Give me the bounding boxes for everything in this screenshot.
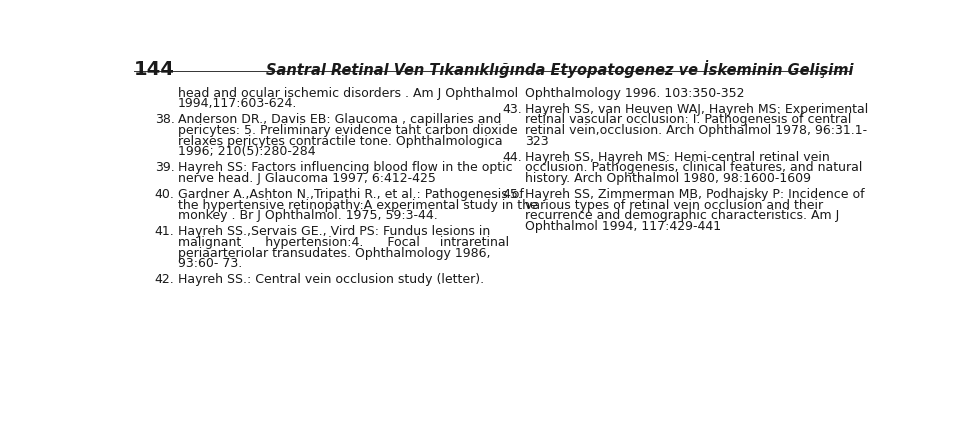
Text: head and ocular ischemic disorders . Am J Ophthalmol: head and ocular ischemic disorders . Am … (178, 87, 518, 100)
Text: occlusion. Pathogenesis, clinical features, and natural: occlusion. Pathogenesis, clinical featur… (526, 161, 862, 174)
Text: Hayreh SS, Hayreh MS: Hemi-central retinal vein: Hayreh SS, Hayreh MS: Hemi-central retin… (526, 151, 830, 164)
Text: Santral Retinal Ven Tıkanıklığında Etyopatogenez ve İskeminin Gelişimi: Santral Retinal Ven Tıkanıklığında Etyop… (267, 60, 854, 78)
Text: Hayreh SS: Factors influencing blood flow in the optic: Hayreh SS: Factors influencing blood flo… (178, 161, 513, 174)
Text: 93:60- 73.: 93:60- 73. (178, 257, 243, 270)
Text: pericytes: 5. Preliminary evidence taht carbon dioxide: pericytes: 5. Preliminary evidence taht … (178, 124, 518, 137)
Text: 45.: 45. (502, 188, 522, 201)
Text: recurrence and demographic characteristics. Am J: recurrence and demographic characteristi… (526, 209, 839, 222)
Text: 323: 323 (526, 135, 549, 148)
Text: 42.: 42. (154, 273, 175, 286)
Text: Hayreh SS, van Heuven WAJ, Hayreh MS: Experimental: Hayreh SS, van Heuven WAJ, Hayreh MS: Ex… (526, 103, 869, 116)
Text: the hypertensive retinopathy:A experimental study in the: the hypertensive retinopathy:A experimen… (178, 199, 538, 212)
Text: monkey . Br J Ophthalmol. 1975, 59:3-44.: monkey . Br J Ophthalmol. 1975, 59:3-44. (178, 209, 437, 222)
Text: 38.: 38. (154, 114, 175, 127)
Text: 144: 144 (134, 60, 175, 79)
Text: Hayreh SS.: Central vein occlusion study (letter).: Hayreh SS.: Central vein occlusion study… (178, 273, 484, 286)
Text: Ophthalmology 1996. 103:350-352: Ophthalmology 1996. 103:350-352 (526, 87, 745, 100)
Text: 1994,117:603-624.: 1994,117:603-624. (178, 97, 297, 111)
Text: various types of retinal vein occlusion and their: various types of retinal vein occlusion … (526, 199, 824, 212)
Text: periaarteriolar transudates. Ophthalmology 1986,: periaarteriolar transudates. Ophthalmolo… (178, 246, 490, 260)
Text: retinal vascular occlusion: I. Pathogenesis of central: retinal vascular occlusion: I. Pathogene… (526, 114, 852, 127)
Text: Hayreh SS, Zimmerman MB, Podhajsky P: Incidence of: Hayreh SS, Zimmerman MB, Podhajsky P: In… (526, 188, 865, 201)
Text: Gardner A.,Ashton N.,Tripathi R., et al.: Pathogenesis of: Gardner A.,Ashton N.,Tripathi R., et al.… (178, 188, 524, 201)
Text: 40.: 40. (154, 188, 175, 201)
Text: 1996; 210(5):280-284: 1996; 210(5):280-284 (178, 145, 316, 158)
Text: Anderson DR., Davis EB: Glaucoma , capillaries and: Anderson DR., Davis EB: Glaucoma , capil… (178, 114, 502, 127)
Text: relaxes pericytes contractile tone. Ophthalmologica: relaxes pericytes contractile tone. Opht… (178, 135, 503, 148)
Text: 41.: 41. (154, 225, 175, 238)
Text: history. Arch Ophthalmol 1980, 98:1600-1609: history. Arch Ophthalmol 1980, 98:1600-1… (526, 172, 811, 185)
Text: Ophthalmol 1994, 117:429-441: Ophthalmol 1994, 117:429-441 (526, 220, 721, 233)
Text: nerve head. J Glaucoma 1997, 6:412-425: nerve head. J Glaucoma 1997, 6:412-425 (178, 172, 436, 185)
Text: malignant      hypertension:4.      Focal     intraretinal: malignant hypertension:4. Focal intraret… (178, 236, 509, 249)
Text: 44.: 44. (502, 151, 522, 164)
Text: Hayreh SS.,Servais GE., Vird PS: Fundus lesions in: Hayreh SS.,Servais GE., Vird PS: Fundus … (178, 225, 490, 238)
Text: 43.: 43. (502, 103, 522, 116)
Text: 39.: 39. (154, 161, 175, 174)
Text: retinal vein,occlusion. Arch Ophthalmol 1978, 96:31.1-: retinal vein,occlusion. Arch Ophthalmol … (526, 124, 867, 137)
